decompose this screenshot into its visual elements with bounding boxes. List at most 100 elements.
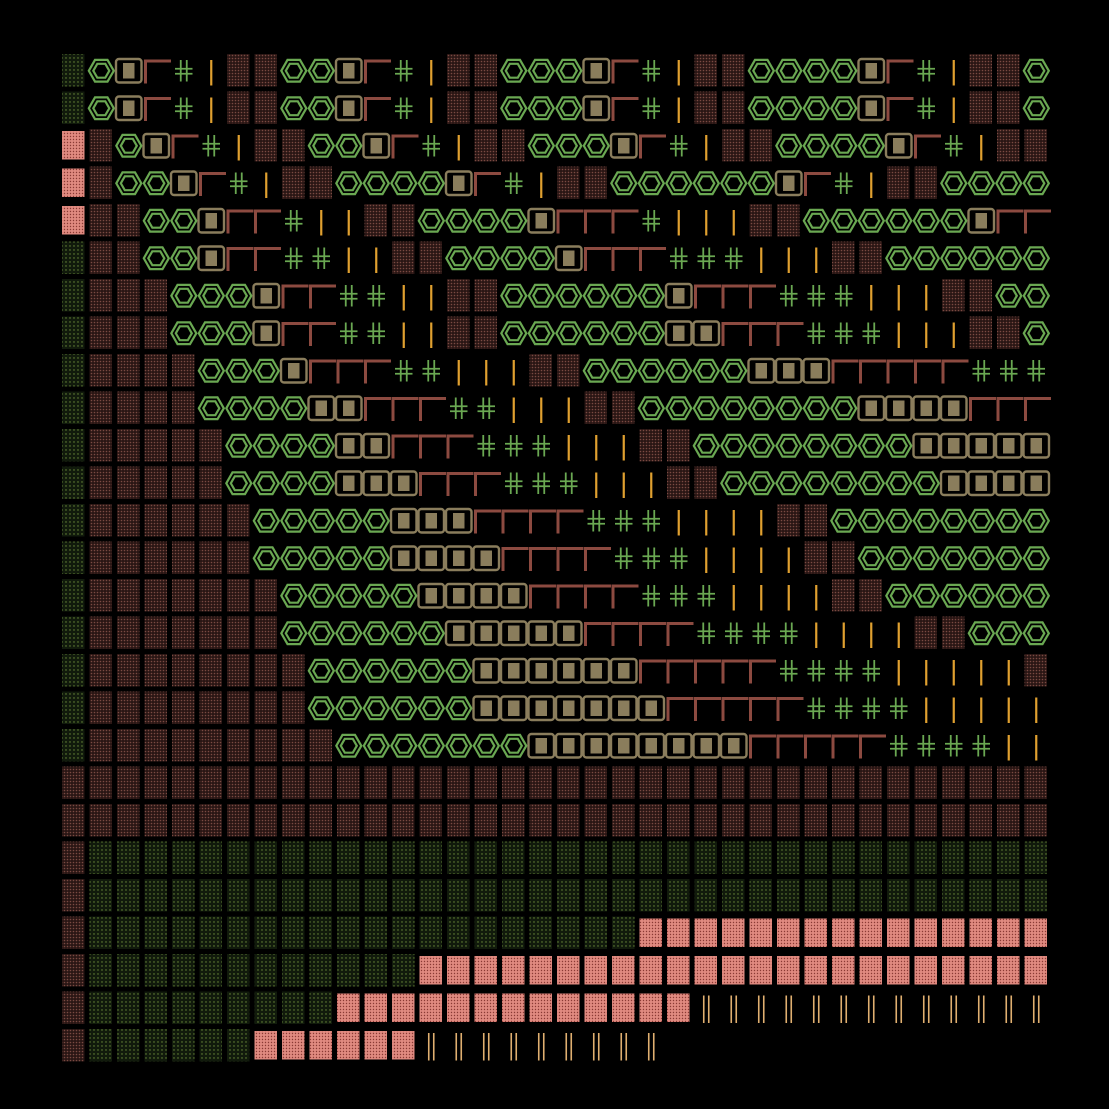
dotted-cell [144, 954, 167, 987]
hex-outline [335, 508, 363, 533]
bracket [446, 472, 474, 496]
hex-outline [559, 62, 579, 79]
i-box-core [948, 475, 960, 491]
dotted-cell [557, 166, 580, 199]
dotted-cell [364, 916, 387, 949]
i-box-frame [334, 432, 363, 459]
dotted-cell [887, 166, 910, 199]
dotted-cell [667, 804, 690, 837]
dotted-cell [254, 916, 277, 949]
hex-ring [362, 696, 391, 721]
hex-outline [912, 208, 941, 233]
i-box-core [480, 550, 492, 566]
bracket [666, 622, 694, 646]
hex-outline [500, 246, 528, 271]
dotted-cell [62, 241, 85, 274]
hex-outline [307, 133, 336, 158]
dotted-cell [969, 279, 992, 312]
bracket [446, 434, 474, 459]
hex-outline [202, 287, 221, 304]
hex-ring [445, 246, 473, 271]
hex-ring [1022, 58, 1051, 83]
hex-outline [252, 433, 281, 458]
hex-outline [339, 587, 359, 604]
dotted-cell [89, 579, 112, 612]
dotted-cell [227, 616, 250, 649]
hex-ring [940, 208, 968, 233]
hex-outline [472, 246, 501, 271]
hex-outline [747, 96, 776, 121]
i-box-core [150, 138, 162, 154]
bracket [364, 359, 391, 384]
i-box-core [535, 738, 547, 754]
double-cross [862, 660, 880, 682]
hex-outline [449, 212, 469, 229]
hex-outline [885, 471, 913, 496]
double-cross [862, 697, 880, 719]
hex-outline [170, 283, 198, 308]
hex-outline [252, 358, 281, 383]
salmon-cell [804, 956, 827, 985]
i-box-frame [444, 507, 473, 534]
hex-ring [830, 508, 858, 533]
dotted-cell [859, 879, 882, 912]
dotted-cell [997, 129, 1020, 162]
i-box [912, 395, 941, 422]
double-bar [427, 1033, 435, 1061]
i-box-frame [389, 545, 418, 572]
hex-ring [280, 433, 308, 458]
dotted-cell [282, 166, 305, 199]
hex-ring [500, 733, 528, 758]
hex-ring [362, 583, 391, 608]
dotted-cell [392, 241, 415, 274]
salmon-cell [639, 918, 662, 947]
dotted-cell [942, 616, 965, 649]
i-box [114, 57, 143, 84]
double-cross [945, 135, 963, 157]
bracket [721, 697, 749, 721]
dotted-cell [474, 916, 497, 949]
hex-outline [312, 62, 331, 79]
hex-outline [422, 700, 441, 717]
double-cross [422, 360, 440, 382]
dotted-cell [804, 804, 827, 837]
hex-outline [912, 246, 941, 271]
hex-ring [500, 246, 528, 271]
salmon-cell [914, 918, 937, 947]
bracket [1024, 397, 1051, 421]
i-box-core [343, 100, 355, 116]
bracket [556, 584, 584, 609]
dotted-cell [144, 391, 167, 424]
i-box [554, 620, 583, 647]
double-cross [532, 435, 550, 457]
i-box [967, 470, 996, 497]
hex-ring [390, 696, 418, 721]
dotted-cell [997, 54, 1020, 87]
hex-outline [1027, 325, 1046, 342]
dotted-cell [419, 841, 442, 874]
i-box-frame [142, 132, 171, 159]
i-box [637, 732, 666, 759]
salmon-cell [942, 956, 965, 985]
i-box-core [563, 625, 575, 641]
hex-ring [885, 508, 913, 533]
hex-outline [477, 212, 496, 229]
hex-outline [527, 96, 556, 121]
dotted-cell [144, 916, 167, 949]
hex-outline [307, 471, 336, 496]
double-cross [670, 585, 688, 607]
dotted-cell [227, 54, 250, 87]
double-cross [835, 285, 853, 307]
i-box [609, 132, 638, 159]
hex-outline [1022, 321, 1051, 346]
dotted-cell [749, 766, 772, 799]
double-cross [917, 97, 935, 119]
double-cross [175, 60, 193, 82]
i-box-core [563, 663, 575, 679]
hex-outline [87, 58, 116, 83]
hex-outline [1022, 583, 1051, 608]
i-box [582, 732, 611, 759]
salmon-cell [914, 956, 937, 985]
i-box-frame [967, 432, 996, 459]
hex-ring [830, 471, 858, 496]
